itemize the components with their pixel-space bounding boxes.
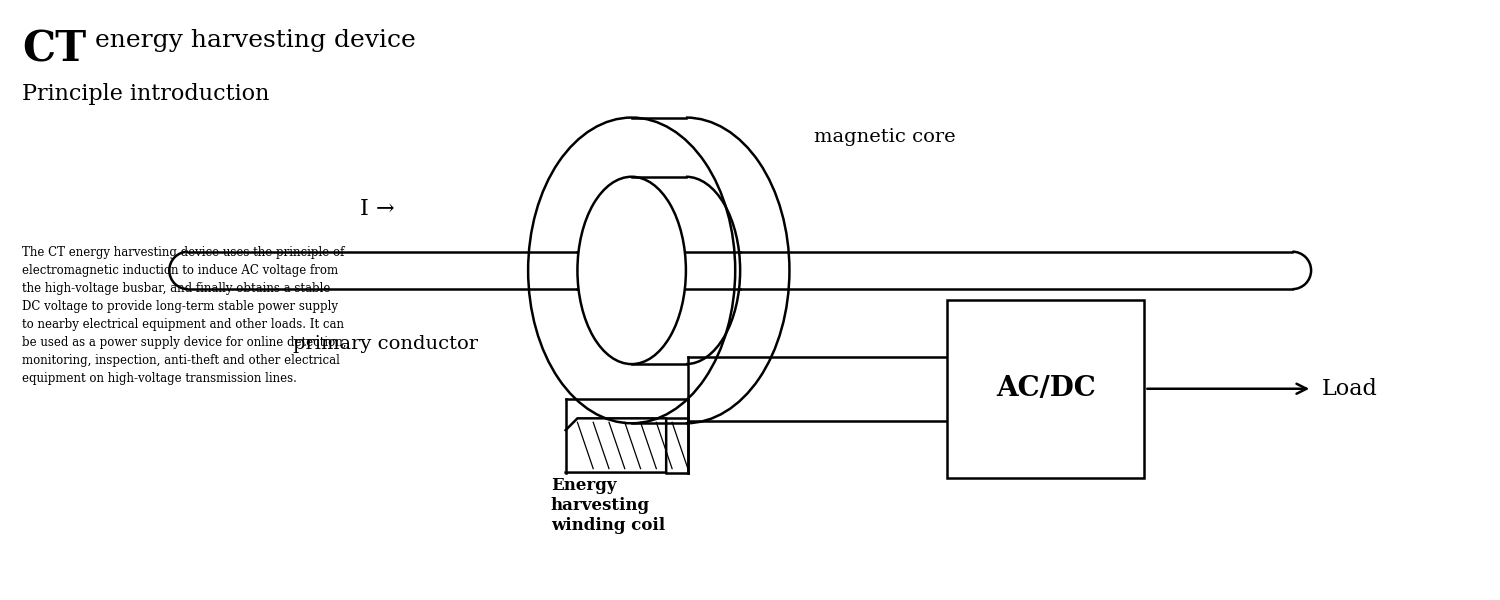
Ellipse shape [578, 177, 686, 364]
Text: magnetic core: magnetic core [815, 128, 956, 146]
Bar [946, 300, 1144, 478]
Text: CT: CT [22, 29, 87, 71]
Text: energy harvesting device: energy harvesting device [87, 29, 416, 52]
Text: Load: Load [1322, 378, 1378, 400]
Text: AC/DC: AC/DC [996, 375, 1095, 402]
Text: primary conductor: primary conductor [292, 335, 477, 353]
Text: I →: I → [360, 198, 394, 220]
Text: Principle introduction: Principle introduction [22, 83, 270, 105]
Text: The CT energy harvesting device uses the principle of
electromagnetic induction : The CT energy harvesting device uses the… [22, 246, 347, 385]
Text: Energy
harvesting
winding coil: Energy harvesting winding coil [550, 478, 664, 534]
